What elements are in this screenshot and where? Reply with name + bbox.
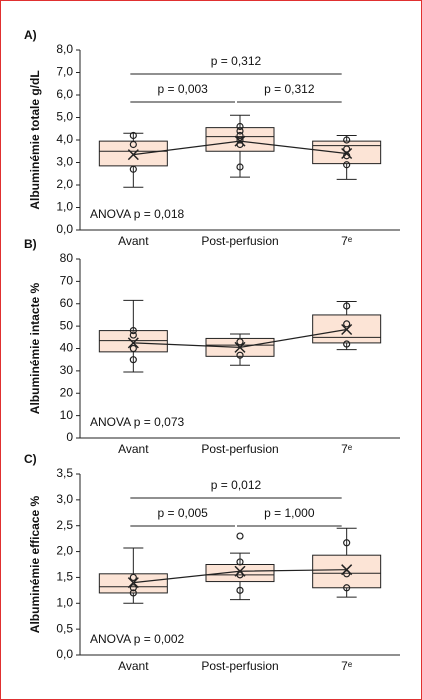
- data-point: [129, 327, 137, 335]
- y-tick-label: 1,5: [56, 570, 73, 584]
- data-point: [129, 584, 137, 592]
- y-axis-label: Albuminémie efficace %: [28, 495, 42, 633]
- mean-marker: [341, 323, 353, 336]
- data-point: [129, 356, 137, 364]
- y-axis-label: Albuminémie intacte %: [28, 282, 42, 414]
- comparison-label: p = 1,000: [264, 506, 315, 520]
- y-tick-label: 1,0: [56, 200, 73, 214]
- mean-marker: [234, 135, 246, 147]
- anova-annotation: ANOVA p = 0,018: [90, 207, 184, 221]
- y-tick-label: 3,0: [56, 155, 73, 169]
- y-tick-label: 30: [60, 363, 74, 377]
- data-point: [129, 589, 137, 597]
- y-tick-label: 6,0: [56, 87, 73, 101]
- comparison-label: p = 0,312: [211, 54, 262, 68]
- y-tick-label: 0,0: [56, 647, 73, 661]
- data-point: [236, 131, 244, 140]
- y-tick-label: 8,0: [56, 42, 73, 56]
- y-tick-label: 10: [60, 408, 74, 422]
- data-point: [236, 532, 244, 540]
- panel-label: B): [24, 237, 37, 251]
- anova-annotation: ANOVA p = 0,002: [90, 632, 184, 646]
- box: [312, 554, 382, 589]
- data-point: [236, 351, 244, 359]
- comparison-label: p = 0,003: [157, 82, 208, 96]
- x-tick-label: 7ᵉ: [341, 234, 353, 248]
- mean-marker: [341, 147, 353, 160]
- box: [98, 140, 168, 167]
- data-point: [343, 340, 351, 348]
- x-tick-label: Avant: [118, 442, 149, 456]
- box: [205, 564, 275, 583]
- y-tick-label: 0,0: [56, 222, 73, 236]
- y-tick-label: 2,0: [56, 544, 73, 558]
- y-axis-label: Albuminémie totale g/dL: [28, 70, 42, 209]
- panel-label: C): [24, 452, 37, 466]
- data-point: [129, 573, 137, 582]
- y-tick-label: 2,5: [56, 518, 73, 532]
- y-tick-label: 2,0: [56, 177, 73, 191]
- data-point: [129, 140, 137, 149]
- data-point: [129, 331, 137, 339]
- mean-marker: [341, 564, 353, 576]
- data-point: [236, 338, 244, 346]
- y-tick-label: 5,0: [56, 110, 73, 124]
- data-point: [343, 570, 351, 578]
- data-point: [129, 131, 137, 140]
- data-point: [343, 539, 351, 547]
- data-point: [236, 127, 244, 135]
- y-tick-label: 3,5: [56, 466, 73, 480]
- x-tick-label: Post-perfusion: [201, 442, 278, 456]
- comparison-label: p = 0,312: [264, 82, 315, 96]
- mean-marker: [127, 149, 139, 161]
- data-point: [236, 122, 244, 131]
- data-point: [129, 165, 137, 173]
- data-point: [343, 161, 351, 169]
- y-tick-label: 4,0: [56, 132, 73, 146]
- data-point: [343, 302, 351, 310]
- data-point: [236, 586, 244, 594]
- mean-marker: [234, 565, 246, 577]
- x-tick-label: Post-perfusion: [201, 234, 278, 248]
- x-tick-label: Avant: [118, 659, 149, 673]
- panel-label: A): [24, 28, 37, 42]
- y-tick-label: 60: [60, 296, 74, 310]
- x-tick-label: 7ᵉ: [341, 442, 353, 456]
- mean-marker: [127, 337, 139, 349]
- comparison-label: p = 0,005: [157, 506, 208, 520]
- data-point: [236, 163, 244, 171]
- data-point: [236, 558, 244, 566]
- y-tick-label: 0,5: [56, 621, 73, 635]
- y-tick-label: 20: [60, 385, 74, 399]
- mean-marker: [127, 577, 139, 589]
- y-tick-label: 70: [60, 274, 74, 288]
- y-tick-label: 7,0: [56, 65, 73, 79]
- data-point: [129, 344, 137, 353]
- data-point: [343, 145, 351, 153]
- data-point: [343, 320, 351, 328]
- y-tick-label: 50: [60, 318, 74, 332]
- data-point: [236, 136, 244, 144]
- anova-annotation: ANOVA p = 0,073: [90, 415, 184, 429]
- y-tick-label: 0: [66, 430, 73, 444]
- y-tick-label: 1,0: [56, 595, 73, 609]
- x-tick-label: Post-perfusion: [201, 659, 278, 673]
- x-tick-label: Avant: [118, 234, 149, 248]
- mean-marker: [234, 341, 246, 353]
- x-tick-label: 7ᵉ: [341, 659, 353, 673]
- data-point: [343, 584, 351, 592]
- y-tick-label: 40: [60, 341, 74, 355]
- data-point: [343, 136, 351, 144]
- y-tick-label: 3,0: [56, 492, 73, 506]
- comparison-label: p = 0,012: [211, 478, 262, 492]
- y-tick-label: 80: [60, 251, 74, 265]
